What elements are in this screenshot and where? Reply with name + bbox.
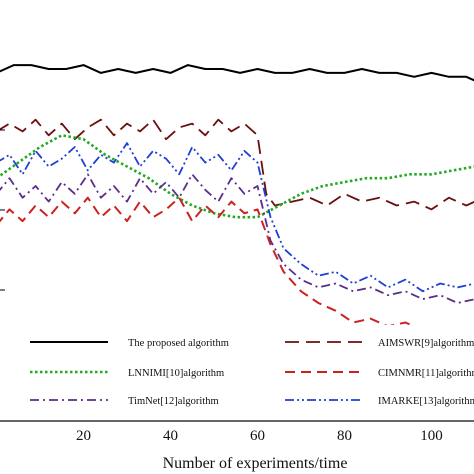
- x-tick-label-100: 100: [420, 428, 443, 444]
- x-tick-label-40: 40: [163, 428, 178, 444]
- x-tick-label-80: 80: [337, 428, 352, 444]
- x-axis-label: Number of experiments/time: [163, 455, 348, 472]
- legend-label-3: LNNIMI[10]algorithm: [128, 368, 224, 379]
- x-tick-label-60: 60: [250, 428, 265, 444]
- series-lines: [0, 64, 474, 336]
- series-line-2: [0, 118, 474, 211]
- series-line-3: [0, 134, 474, 219]
- series-line-6: [0, 142, 474, 293]
- series-line-1: [0, 64, 474, 82]
- legend-label-6: IMARKE[13]algorithm: [378, 396, 474, 407]
- legend-label-4: CIMNMR[11]algorithm: [378, 368, 474, 379]
- series-line-5: [0, 173, 474, 304]
- x-axis: 20 40 60 80 100: [0, 129, 443, 444]
- legend-label-1: The proposed algorithm: [128, 338, 229, 349]
- series-line-4: [0, 196, 474, 336]
- legend-label-2: AIMSWR[9]algorithm: [378, 338, 474, 349]
- legend: The proposed algorithm AIMSWR[9]algorithm…: [0, 325, 474, 420]
- x-tick-label-20: 20: [76, 428, 91, 444]
- legend-label-5: TimNet[12]algorithm: [128, 396, 219, 407]
- plot-frame: [0, 420, 474, 422]
- legend-background: [0, 325, 474, 420]
